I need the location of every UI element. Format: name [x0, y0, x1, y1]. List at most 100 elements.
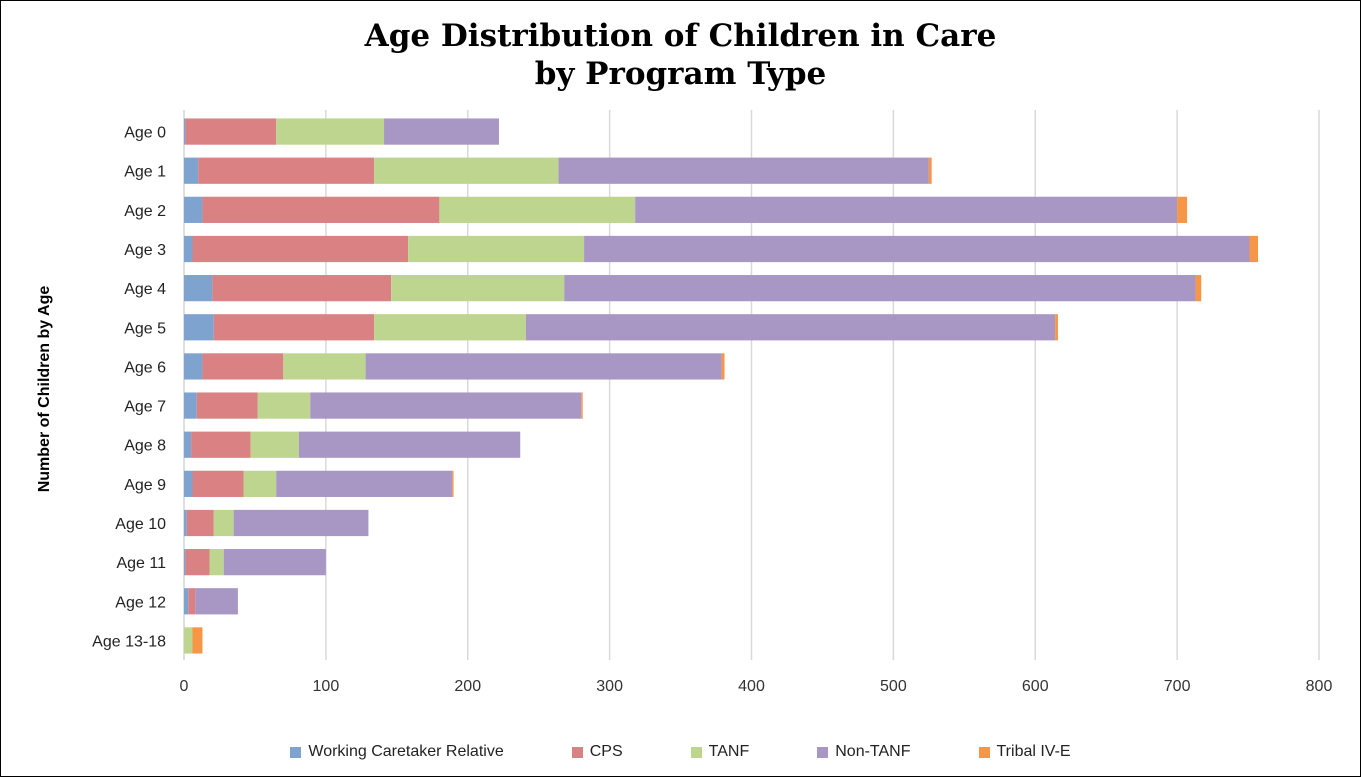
- bar-segment: [452, 470, 454, 497]
- y-tick-label: Age 4: [124, 281, 166, 298]
- bar-segment: [374, 314, 526, 341]
- bar-segment: [195, 588, 238, 615]
- bar-segment: [564, 275, 1196, 302]
- bar-segment: [1177, 196, 1188, 223]
- y-tick-label: Age 8: [124, 438, 166, 455]
- y-tick-label: Age 11: [116, 555, 166, 572]
- bar-segment: [1055, 314, 1058, 341]
- bar-segment: [233, 509, 369, 537]
- bar-segment: [584, 235, 1250, 263]
- bar-segment: [365, 353, 722, 380]
- bar-segment: [184, 392, 197, 419]
- bar-segment: [928, 157, 932, 184]
- y-tick-label: Age 0: [124, 125, 166, 142]
- y-tick-label: Age 5: [124, 320, 166, 337]
- x-tick-label: 500: [880, 678, 907, 695]
- bar-segment: [202, 196, 440, 223]
- bar-segment: [184, 314, 214, 341]
- bar-segment: [196, 392, 258, 419]
- x-tick-label: 200: [454, 678, 481, 695]
- bar-segment: [184, 118, 186, 145]
- chart-title-line-2: by Program Type: [534, 56, 827, 92]
- bar-segment: [298, 431, 521, 458]
- bar-segment: [184, 157, 199, 184]
- bar-segment: [276, 118, 385, 145]
- bar-segment: [184, 588, 189, 615]
- bar-segment: [192, 470, 244, 497]
- legend-label: Working Caretaker Relative: [308, 743, 504, 760]
- bar-segment: [186, 509, 214, 537]
- bar-segment: [184, 275, 213, 302]
- legend-item: CPS: [571, 743, 623, 761]
- x-tick-label: 700: [1164, 678, 1191, 695]
- legend-label: TANF: [708, 743, 750, 760]
- x-tick-label: 0: [180, 678, 189, 695]
- bar-segment: [408, 235, 585, 263]
- bar-segment: [184, 509, 187, 537]
- bar-segment: [1249, 235, 1258, 263]
- bar-segment: [198, 157, 375, 184]
- bar-segment: [310, 392, 582, 419]
- bar-segment: [391, 275, 565, 302]
- y-tick-label: Age 7: [124, 399, 166, 416]
- x-tick-label: 800: [1306, 678, 1333, 695]
- x-tick-label: 600: [1022, 678, 1049, 695]
- bar-segment: [212, 275, 392, 302]
- bar-segment: [250, 431, 299, 458]
- bar-segment: [184, 353, 203, 380]
- bar-segment: [213, 314, 375, 341]
- y-tick-label: Age 9: [124, 477, 166, 494]
- bar-segment: [188, 588, 196, 615]
- bar-segment: [374, 157, 559, 184]
- legend-item: Working Caretaker Relative: [290, 743, 504, 761]
- bar-segment: [192, 235, 409, 263]
- legend-item: TANF: [690, 743, 750, 761]
- bar-segment: [184, 627, 193, 654]
- x-tick-label: 300: [596, 678, 623, 695]
- bar-segment: [184, 431, 192, 458]
- bar-segment: [185, 118, 277, 145]
- y-tick-label: Age 1: [124, 164, 166, 181]
- bar-segment: [184, 235, 193, 263]
- bar-segment: [243, 470, 277, 497]
- bar-segment: [202, 353, 284, 380]
- legend-item: Tribal IV-E: [978, 743, 1071, 761]
- bar-segment: [276, 470, 453, 497]
- legend-label: CPS: [589, 743, 623, 760]
- bar-segment: [635, 196, 1178, 223]
- bar-segment: [209, 549, 224, 576]
- bar-segment: [283, 353, 366, 380]
- legend-swatch: [817, 746, 829, 758]
- legend-swatch: [571, 746, 583, 758]
- chart-title-line-1: Age Distribution of Children in Care: [364, 18, 997, 54]
- bar-segment: [223, 549, 326, 576]
- bar-segment: [721, 353, 725, 380]
- legend-swatch: [690, 746, 702, 758]
- y-tick-label: Age 10: [115, 516, 166, 533]
- bar-segment: [384, 118, 499, 145]
- bar-segment: [192, 627, 203, 654]
- bar-segment: [581, 392, 583, 419]
- legend-label: Tribal IV-E: [996, 743, 1071, 760]
- bar-segment: [257, 392, 311, 419]
- legend: Working Caretaker Relative CPS TANF Non-TAN…: [1, 743, 1360, 761]
- bar-segment: [558, 157, 929, 184]
- bar-segment: [184, 196, 203, 223]
- y-tick-label: Age 12: [115, 594, 166, 611]
- chart-title: Age Distribution of Children in Care by …: [1, 17, 1360, 93]
- bar-segment: [191, 431, 251, 458]
- y-tick-label: Age 3: [124, 242, 166, 259]
- bar-segment: [525, 314, 1056, 341]
- y-tick-label: Age 6: [124, 359, 166, 376]
- x-tick-label: 100: [313, 678, 340, 695]
- bar-segment: [184, 549, 186, 576]
- bar-segment: [1195, 275, 1202, 302]
- legend-swatch: [290, 746, 302, 758]
- y-tick-label: Age 2: [124, 203, 166, 220]
- y-tick-label: Age 13-18: [92, 633, 166, 650]
- x-tick-label: 400: [738, 678, 765, 695]
- bar-segment: [185, 549, 210, 576]
- legend-swatch: [978, 746, 990, 758]
